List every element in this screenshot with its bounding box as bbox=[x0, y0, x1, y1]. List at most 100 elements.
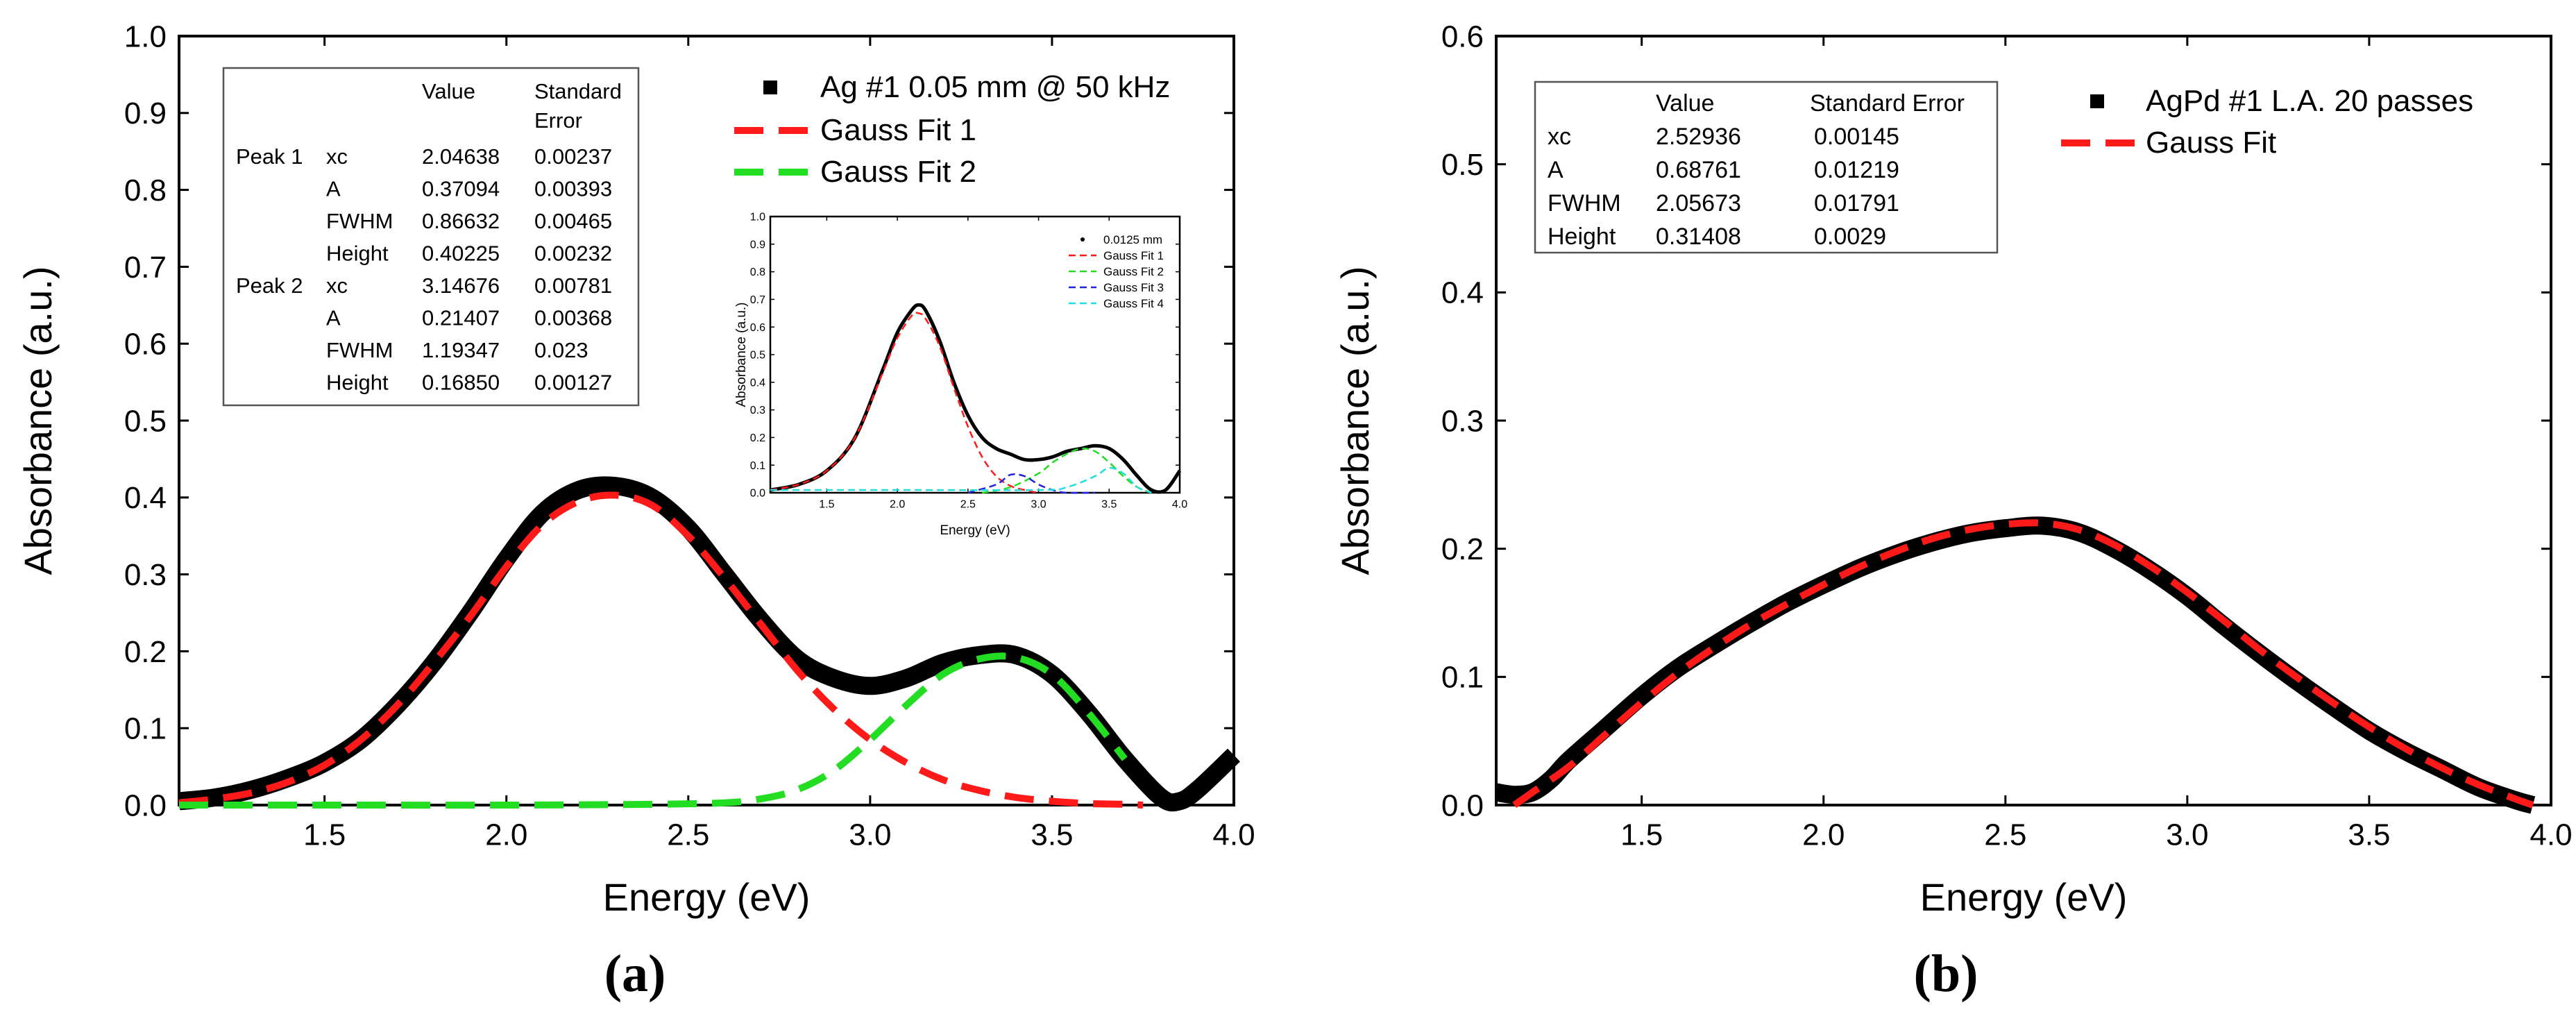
a-ytick-label-0: 0.0 bbox=[124, 788, 167, 822]
legend-a-label-0: Ag #1 0.05 mm @ 50 kHz bbox=[820, 70, 1170, 104]
table-a-cell-6-2: 1.19347 bbox=[422, 338, 500, 362]
inset-ytick-label-5: 0.5 bbox=[750, 350, 765, 362]
table-a-cell-2-3: 0.00465 bbox=[534, 209, 612, 233]
table-a-cell-1-2: 0.37094 bbox=[422, 177, 500, 201]
table-a-cell-6-1: FWHM bbox=[326, 338, 393, 362]
table-a-cell-4-0: Peak 2 bbox=[236, 273, 303, 298]
table-a-cell-5-2: 0.21407 bbox=[422, 306, 500, 330]
b-xtick-label-0: 1.5 bbox=[1620, 818, 1663, 852]
stats-table-b: Value Standard Error xc 2.52936 0.00145 A 0.68… bbox=[1534, 81, 1999, 254]
b-xtick-label-4: 3.5 bbox=[2348, 818, 2390, 852]
b-xtick-label-2: 2.5 bbox=[1984, 818, 2026, 852]
inset-ytick-label-9: 0.9 bbox=[750, 239, 765, 251]
table-a-cell-3-1: Height bbox=[326, 242, 389, 266]
legend-a-marker-0 bbox=[763, 81, 777, 94]
table-a-cell-7-2: 0.16850 bbox=[422, 371, 500, 395]
b-xtick-label-1: 2.0 bbox=[1802, 818, 1845, 852]
table-a-cell-2-1: FWHM bbox=[326, 209, 393, 233]
legend-a-label-1: Gauss Fit 1 bbox=[820, 113, 976, 147]
inset-ytick-label-3: 0.3 bbox=[750, 405, 765, 416]
panel-label-b: (b) bbox=[1914, 945, 1978, 1003]
table-b-cell-0-1: 2.52936 bbox=[1656, 124, 1741, 150]
table-b-cell-1-2: 0.01219 bbox=[1814, 157, 1899, 183]
inset-series-1 bbox=[770, 312, 1039, 494]
a-xtick-label-4: 3.5 bbox=[1031, 818, 1073, 852]
a-ytick-label-7: 0.7 bbox=[124, 251, 167, 285]
panel-label-a: (a) bbox=[604, 945, 666, 1003]
table-a-cell-4-2: 3.14676 bbox=[422, 273, 500, 298]
inset-ytick-label-2: 0.2 bbox=[750, 432, 765, 444]
inset-ytick-label-0: 0.0 bbox=[750, 488, 765, 500]
inset-series-0 bbox=[770, 303, 1182, 494]
y-axis-label-b: Absorbance (a.u.) bbox=[1333, 266, 1377, 575]
table-b-cell-1-1: 0.68761 bbox=[1656, 157, 1741, 183]
table-a-cell-2-2: 0.86632 bbox=[422, 209, 500, 233]
table-b-cell-0-2: 0.00145 bbox=[1814, 124, 1899, 150]
inset-chart: 0.0 0.1 0.2 0.3 0.4 0.5 0.6 0.7 0.8 0.9 1.0 1.5 2.0… bbox=[734, 212, 1187, 538]
inset-xtick-label-1: 2.0 bbox=[890, 498, 905, 510]
y-axis-label-a: Absorbance (a.u.) bbox=[16, 266, 60, 575]
table-b-cell-3-0: Height bbox=[1548, 223, 1616, 250]
table-b-cell-3-1: 0.31408 bbox=[1656, 223, 1741, 250]
table-a-cell-5-1: A bbox=[326, 306, 341, 330]
inset-legend-label-2: Gauss Fit 2 bbox=[1103, 265, 1164, 278]
legend-a: Ag #1 0.05 mm @ 50 kHz Gauss Fit 1 Gauss… bbox=[734, 70, 1170, 189]
inset-x-axis-label: Energy (eV) bbox=[940, 523, 1010, 538]
inset-ytick-label-4: 0.4 bbox=[750, 377, 765, 389]
inset-legend-label-3: Gauss Fit 3 bbox=[1103, 281, 1164, 294]
a-ytick-label-2: 0.2 bbox=[124, 635, 167, 669]
a-ytick-label-9: 0.9 bbox=[124, 96, 167, 130]
x-axis-label-a: Energy (eV) bbox=[603, 875, 811, 919]
inset-ytick-label-6: 0.6 bbox=[750, 322, 765, 334]
table-b-header-cell-0-1: Value bbox=[1656, 90, 1714, 117]
y-axis-b: 0.0 0.1 0.2 0.3 0.4 0.5 0.6 bbox=[1441, 19, 2551, 822]
table-a-header-cell-0-3: Standard bbox=[534, 79, 622, 103]
panel-b: 0.0 0.1 0.2 0.3 0.4 0.5 0.6 1.5 2.0 2.5 3.0 3.5 4.0… bbox=[1333, 19, 2573, 1003]
a-ytick-label-10: 1.0 bbox=[124, 19, 167, 53]
table-a-cell-1-1: A bbox=[326, 177, 341, 201]
a-ytick-label-4: 0.4 bbox=[124, 481, 167, 515]
inset-legend-marker-0 bbox=[1081, 237, 1085, 242]
table-a-cell-0-1: xc bbox=[326, 144, 348, 169]
inset-ytick-label-1: 0.1 bbox=[750, 460, 765, 472]
inset-xtick-label-5: 4.0 bbox=[1172, 498, 1187, 510]
table-b-cell-2-2: 0.01791 bbox=[1814, 190, 1899, 217]
b-ytick-label-4: 0.4 bbox=[1441, 276, 1484, 310]
inset-series bbox=[770, 303, 1182, 494]
b-ytick-label-1: 0.1 bbox=[1441, 661, 1484, 695]
inset-series-3 bbox=[967, 473, 1095, 494]
table-b-cell-1-0: A bbox=[1548, 157, 1564, 183]
b-ytick-label-3: 0.3 bbox=[1441, 404, 1484, 438]
inset-series-2 bbox=[981, 447, 1152, 494]
table-a-cell-3-2: 0.40225 bbox=[422, 242, 500, 266]
table-a-cell-7-1: Height bbox=[326, 371, 389, 395]
a-xtick-label-0: 1.5 bbox=[303, 818, 346, 852]
inset-legend: 0.0125 mm Gauss Fit 1 Gauss Fit 2 Gauss … bbox=[1069, 233, 1164, 310]
table-a-header-cell-0-2: Value bbox=[422, 79, 475, 103]
inset-xtick-label-3: 3.0 bbox=[1031, 498, 1046, 510]
table-a-cell-0-0: Peak 1 bbox=[236, 144, 303, 169]
legend-b-label-1: Gauss Fit bbox=[2146, 126, 2276, 160]
table-b-cell-2-0: FWHM bbox=[1548, 190, 1621, 217]
a-xtick-label-1: 2.0 bbox=[485, 818, 527, 852]
b-xtick-label-5: 4.0 bbox=[2530, 818, 2572, 852]
inset-y-axis-label: Absorbance (a.u.) bbox=[734, 302, 749, 407]
a-xtick-label-2: 2.5 bbox=[667, 818, 709, 852]
inset-plot-area bbox=[769, 215, 1181, 494]
b-series-1 bbox=[1512, 519, 2534, 809]
table-b-cell-3-2: 0.0029 bbox=[1814, 223, 1886, 250]
a-ytick-label-5: 0.5 bbox=[124, 404, 167, 438]
table-b-header-cell-0-2: Standard Error bbox=[1810, 90, 1965, 117]
inset-ytick-label-7: 0.7 bbox=[750, 294, 765, 306]
inset-ytick-label-10: 1.0 bbox=[750, 212, 765, 223]
b-ytick-label-5: 0.5 bbox=[1441, 148, 1484, 182]
table-a-cell-0-3: 0.00237 bbox=[534, 144, 612, 169]
table-a-cell-1-3: 0.00393 bbox=[534, 177, 612, 201]
table-a-cell-6-3: 0.023 bbox=[534, 338, 588, 362]
legend-b-label-0: AgPd #1 L.A. 20 passes bbox=[2146, 84, 2473, 118]
stats-table-a: Value Standard Error Peak 1 xc 2.04638 0.00237… bbox=[222, 67, 640, 407]
table-a-cell-3-3: 0.00232 bbox=[534, 242, 612, 266]
table-a-header-cell-1-3: Error bbox=[534, 108, 582, 133]
inset-xtick-label-4: 3.5 bbox=[1101, 498, 1117, 510]
